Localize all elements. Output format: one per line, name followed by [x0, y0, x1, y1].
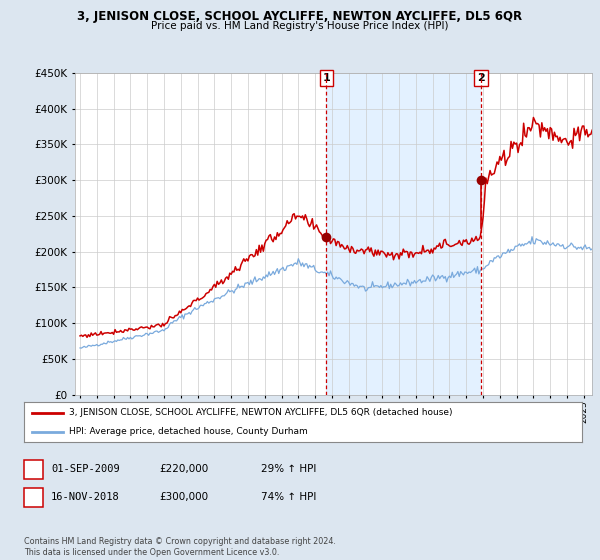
Text: £300,000: £300,000: [159, 492, 208, 502]
Text: £220,000: £220,000: [159, 464, 208, 474]
Text: 3, JENISON CLOSE, SCHOOL AYCLIFFE, NEWTON AYCLIFFE, DL5 6QR (detached house): 3, JENISON CLOSE, SCHOOL AYCLIFFE, NEWTO…: [68, 408, 452, 417]
Bar: [326, 73, 481, 395]
Text: 16-NOV-2018: 16-NOV-2018: [51, 492, 120, 502]
Text: HPI: Average price, detached house, County Durham: HPI: Average price, detached house, Coun…: [68, 427, 307, 436]
Text: 29% ↑ HPI: 29% ↑ HPI: [261, 464, 316, 474]
Text: 1: 1: [30, 464, 37, 474]
Text: 01-SEP-2009: 01-SEP-2009: [51, 464, 120, 474]
Text: Price paid vs. HM Land Registry's House Price Index (HPI): Price paid vs. HM Land Registry's House …: [151, 21, 449, 31]
Text: 2: 2: [477, 73, 485, 83]
Text: 2: 2: [30, 492, 37, 502]
Text: 74% ↑ HPI: 74% ↑ HPI: [261, 492, 316, 502]
Text: 3, JENISON CLOSE, SCHOOL AYCLIFFE, NEWTON AYCLIFFE, DL5 6QR: 3, JENISON CLOSE, SCHOOL AYCLIFFE, NEWTO…: [77, 10, 523, 23]
Text: 1: 1: [323, 73, 330, 83]
Text: Contains HM Land Registry data © Crown copyright and database right 2024.
This d: Contains HM Land Registry data © Crown c…: [24, 537, 336, 557]
